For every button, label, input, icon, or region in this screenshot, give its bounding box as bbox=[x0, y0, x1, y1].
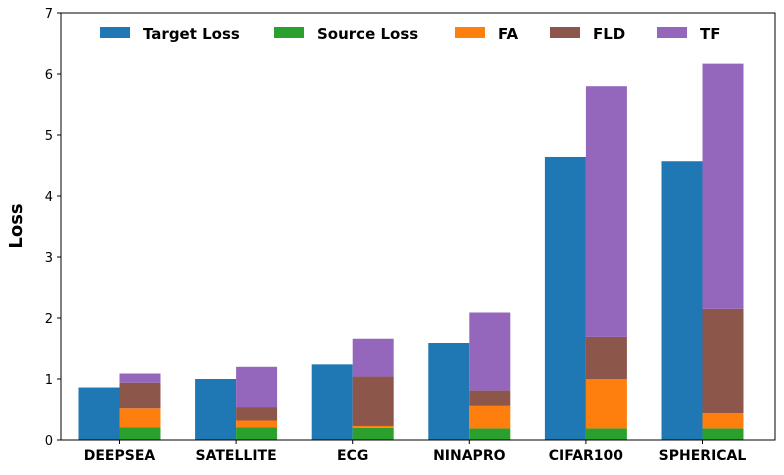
y-tick-label: 4 bbox=[45, 190, 53, 205]
y-tick-label: 3 bbox=[45, 251, 53, 266]
bar-source-loss-ecg bbox=[352, 427, 394, 440]
y-axis-label: Loss bbox=[6, 203, 27, 248]
y-tick-label: 6 bbox=[45, 68, 53, 83]
legend-swatch bbox=[550, 27, 580, 38]
x-tick-label: CIFAR100 bbox=[549, 448, 624, 464]
bar-fld-cifar100 bbox=[585, 336, 627, 379]
bar-tf-satellite bbox=[236, 366, 278, 408]
legend-label: FA bbox=[498, 25, 519, 43]
legend-swatch bbox=[455, 27, 485, 38]
bar-fld-ecg bbox=[352, 376, 394, 426]
bar-fa-ninapro bbox=[469, 405, 511, 429]
bar-source-loss-cifar100 bbox=[585, 428, 627, 440]
legend-label: FLD bbox=[593, 25, 625, 43]
bar-target-loss-satellite bbox=[195, 379, 237, 440]
bar-target-loss-deepsea bbox=[78, 387, 120, 440]
y-tick-label: 7 bbox=[45, 7, 53, 22]
legend-label: Target Loss bbox=[143, 25, 240, 43]
bar-fld-satellite bbox=[236, 407, 278, 421]
x-tick-label: ECG bbox=[337, 448, 368, 464]
y-tick-label: 0 bbox=[45, 434, 53, 449]
bar-tf-deepsea bbox=[119, 373, 161, 383]
bar-source-loss-ninapro bbox=[469, 428, 511, 440]
bar-source-loss-spherical bbox=[702, 428, 744, 440]
bar-fld-ninapro bbox=[469, 390, 511, 406]
legend-label: Source Loss bbox=[317, 25, 418, 43]
legend-swatch bbox=[100, 27, 130, 38]
bar-tf-spherical bbox=[702, 63, 744, 309]
y-tick-label: 5 bbox=[45, 129, 53, 144]
x-tick-label: SPHERICAL bbox=[659, 448, 747, 464]
bar-fa-satellite bbox=[236, 420, 278, 428]
legend-swatch bbox=[274, 27, 304, 38]
legend-label: TF bbox=[700, 25, 720, 43]
bar-source-loss-deepsea bbox=[119, 427, 161, 440]
y-tick-label: 1 bbox=[45, 373, 53, 388]
bar-fld-deepsea bbox=[119, 382, 161, 409]
bar-fa-deepsea bbox=[119, 408, 161, 428]
bar-target-loss-cifar100 bbox=[544, 156, 586, 440]
bars bbox=[78, 63, 744, 441]
bar-fa-spherical bbox=[702, 413, 744, 429]
bar-tf-cifar100 bbox=[585, 86, 627, 337]
bar-tf-ninapro bbox=[469, 312, 511, 391]
legend-swatch bbox=[657, 27, 687, 38]
y-tick-label: 2 bbox=[45, 312, 53, 327]
bar-target-loss-ecg bbox=[311, 364, 353, 440]
bar-fa-cifar100 bbox=[585, 379, 627, 429]
bar-fa-ecg bbox=[352, 425, 394, 428]
bar-fld-spherical bbox=[702, 308, 744, 414]
x-tick-label: NINAPRO bbox=[433, 448, 506, 464]
legend: Target Loss Source Loss FA FLD TF bbox=[100, 25, 720, 43]
axes: DEEPSEA SATELLITE ECG NINAPRO CIFAR100 SPHERI… bbox=[45, 7, 776, 464]
bar-source-loss-satellite bbox=[236, 427, 278, 440]
plot-frame bbox=[60, 12, 776, 441]
x-tick-label: DEEPSEA bbox=[84, 448, 156, 464]
bar-target-loss-spherical bbox=[661, 161, 703, 441]
x-tick-label: SATELLITE bbox=[196, 448, 277, 464]
bar-target-loss-ninapro bbox=[428, 343, 470, 440]
bar-tf-ecg bbox=[352, 338, 394, 377]
